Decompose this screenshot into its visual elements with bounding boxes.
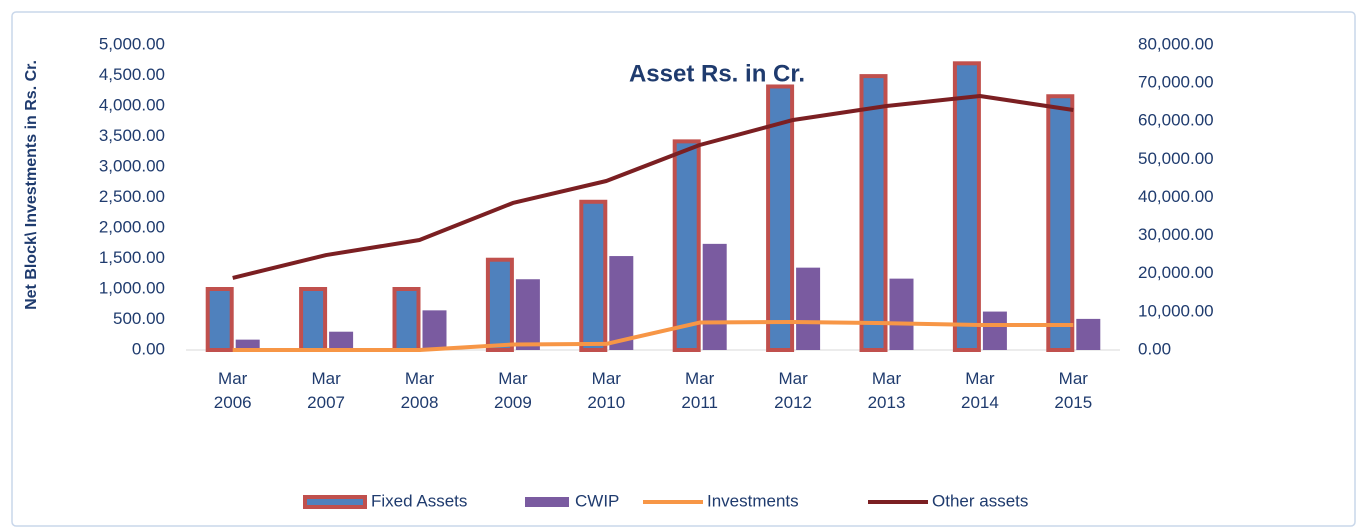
chart-title: Asset Rs. in Cr.	[629, 60, 805, 87]
y-tick-label: 5,000.00	[99, 34, 165, 53]
y2-tick-label: 80,000.00	[1138, 34, 1214, 53]
y-tick-label: 0.00	[132, 339, 165, 358]
y-tick-label: 3,500.00	[99, 126, 165, 145]
x-tick-label: Mar 2014	[961, 369, 999, 412]
bar	[235, 339, 260, 350]
bar	[392, 287, 421, 352]
y-axis-label: Net Block\ Investments in Rs. Cr.	[23, 60, 40, 310]
x-tick-label: Mar 2011	[681, 369, 718, 412]
y2-tick-label: 20,000.00	[1138, 263, 1214, 282]
y-tick-label: 1,000.00	[99, 278, 165, 297]
y2-tick-label: 30,000.00	[1138, 225, 1214, 244]
x-tick-label: Mar 2010	[587, 369, 625, 412]
bar	[485, 257, 514, 352]
bar	[299, 287, 328, 352]
bar	[796, 267, 821, 350]
y2-tick-label: 50,000.00	[1138, 149, 1214, 168]
bar	[952, 61, 981, 353]
y-tick-label: 2,000.00	[99, 217, 165, 236]
legend-label: CWIP	[575, 491, 619, 510]
y2-tick-label: 10,000.00	[1138, 301, 1214, 320]
y2-tick-label: 60,000.00	[1138, 111, 1214, 130]
y-tick-label: 1,500.00	[99, 248, 165, 267]
bar	[515, 279, 540, 350]
y-tick-label: 3,000.00	[99, 156, 165, 175]
bar	[579, 199, 608, 352]
bar	[982, 311, 1007, 350]
line	[232, 319, 1074, 352]
y2-tick-label: 70,000.00	[1138, 73, 1214, 92]
bar	[672, 139, 701, 352]
y-tick-label: 4,500.00	[99, 65, 165, 84]
y-tick-label: 500.00	[113, 309, 165, 328]
legend-label: Fixed Assets	[371, 491, 467, 510]
x-tick-label: Mar 2007	[307, 369, 345, 412]
x-tick-label: Mar 2013	[868, 369, 906, 412]
y-tick-label: 4,000.00	[99, 95, 165, 114]
legend-label: Other assets	[932, 491, 1028, 510]
legend-swatch	[525, 497, 569, 507]
legend-swatch	[303, 495, 367, 509]
bar	[1076, 318, 1101, 350]
legend: Fixed Assets CWIP Investments Other assets	[303, 491, 1028, 510]
bar	[859, 74, 888, 353]
x-tick-label: Mar 2012	[774, 369, 812, 412]
x-tick-label: Mar 2009	[494, 369, 532, 412]
bar	[329, 331, 354, 350]
y-tick-label: 2,500.00	[99, 187, 165, 206]
bar	[766, 84, 795, 352]
y2-tick-label: 40,000.00	[1138, 187, 1214, 206]
bar	[889, 278, 914, 350]
x-tick-label: Mar 2006	[214, 369, 252, 412]
legend-label: Investments	[707, 491, 799, 510]
bar	[609, 256, 634, 350]
bar	[1046, 94, 1075, 352]
x-tick-label: Mar 2015	[1054, 369, 1092, 412]
bar	[422, 310, 447, 350]
y2-tick-label: 0.00	[1138, 339, 1171, 358]
bar	[205, 287, 234, 352]
bar	[702, 243, 727, 350]
line	[232, 94, 1074, 280]
x-tick-label: Mar 2008	[401, 369, 439, 412]
